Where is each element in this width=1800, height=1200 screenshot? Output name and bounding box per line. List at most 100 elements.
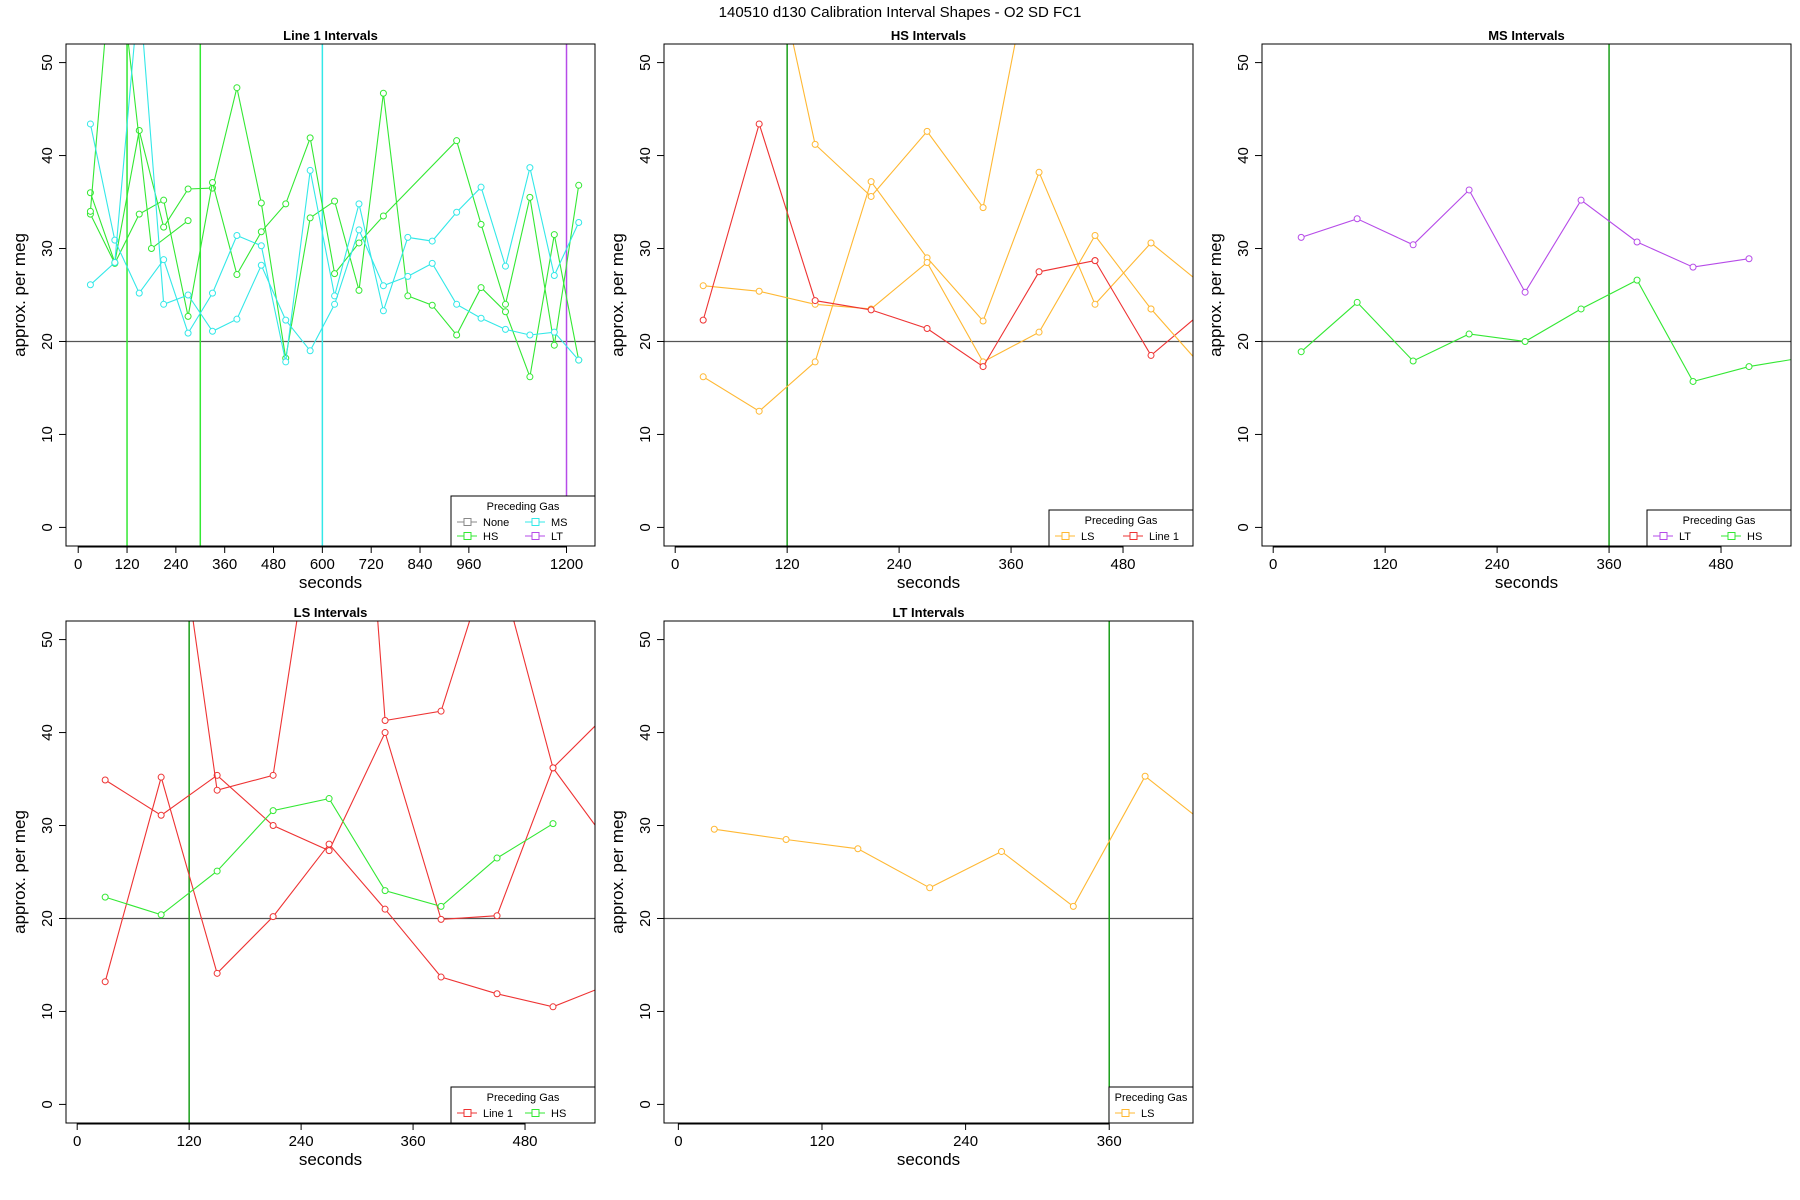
legend: Preceding Gas LS Line 1 (1048, 509, 1194, 547)
data-point (549, 820, 557, 828)
y-tick-label: 0 (637, 523, 654, 531)
data-point (575, 181, 583, 189)
legend-swatch-marker (531, 518, 540, 526)
data-point (1689, 377, 1697, 385)
data-point (755, 407, 763, 415)
data-point (184, 291, 192, 299)
legend: Preceding Gas Line 1 HS (450, 1086, 596, 1124)
data-point (101, 978, 109, 986)
legend-title: Preceding Gas (1085, 515, 1158, 527)
legend-title: Preceding Gas (1115, 1092, 1188, 1104)
x-tick-label: 120 (809, 1133, 834, 1150)
x-tick-label: 720 (359, 556, 384, 573)
data-point (355, 226, 363, 234)
data-point (381, 905, 389, 913)
y-tick-label: 10 (39, 1003, 56, 1020)
x-axis-label: seconds (897, 1150, 960, 1169)
data-point (437, 902, 445, 910)
data-point (1745, 363, 1753, 371)
y-tick-label: 40 (637, 724, 654, 741)
data-point (269, 822, 277, 830)
y-tick-label: 50 (39, 54, 56, 71)
x-tick-label: 360 (401, 1133, 426, 1150)
data-point (1035, 168, 1043, 176)
y-tick-label: 20 (39, 333, 56, 350)
data-point (699, 373, 707, 381)
data-point (157, 773, 165, 781)
data-point (282, 200, 290, 208)
data-point (157, 911, 165, 919)
data-point (428, 259, 436, 267)
x-tick-label: 120 (115, 556, 140, 573)
data-point (453, 331, 461, 339)
series-line (702, 121, 1096, 368)
data-point (428, 301, 436, 309)
data-point (325, 847, 333, 855)
plot-area (66, 44, 595, 546)
legend-swatch-marker (531, 1109, 540, 1117)
legend-entry: Line 1 (1149, 531, 1179, 543)
series-line (1150, 242, 1193, 278)
data-point (1147, 239, 1155, 247)
data-point (160, 256, 168, 264)
data-point (306, 134, 314, 142)
data-point (923, 258, 931, 266)
x-tick-label: 0 (671, 556, 679, 573)
y-tick-label: 40 (39, 147, 56, 164)
plot-frame (65, 620, 596, 1124)
x-tick-label: 240 (289, 1133, 314, 1150)
data-point (404, 272, 412, 280)
data-point (1141, 772, 1149, 780)
data-point (1633, 238, 1641, 246)
series-line (792, 44, 1016, 209)
legend: Preceding Gas None MS HS LT (450, 495, 596, 547)
data-point (926, 884, 934, 892)
data-point (379, 307, 387, 315)
data-point (1409, 357, 1417, 365)
data-point (923, 324, 931, 332)
y-tick-label: 30 (1235, 240, 1252, 257)
data-point (233, 232, 241, 240)
data-point (526, 331, 534, 339)
y-tick-label: 10 (637, 426, 654, 443)
x-tick-label: 240 (953, 1133, 978, 1150)
panel-2: HS Intervals 0 120 240 360 480 seconds 0 10 20 30 4… (608, 28, 1194, 592)
plot-area (664, 44, 1193, 546)
data-point (282, 358, 290, 366)
legend-title: Preceding Gas (487, 1092, 560, 1104)
data-point (477, 284, 485, 292)
x-tick-label: 120 (177, 1133, 202, 1150)
legend-entry: LS (1081, 531, 1094, 543)
legend-entry: LT (551, 531, 563, 543)
data-point (1147, 351, 1155, 359)
data-point (135, 210, 143, 218)
series-line (702, 170, 1152, 412)
data-point (1035, 268, 1043, 276)
data-point (811, 358, 819, 366)
legend-entry: HS (483, 531, 498, 543)
data-point (233, 84, 241, 92)
data-point (1069, 902, 1077, 910)
plot-area (1262, 44, 1791, 546)
panels: Line 1 Intervals 0 120 240 360 480 600 720 840 96… (10, 28, 1792, 1169)
data-point (811, 140, 819, 148)
y-tick-label: 50 (637, 54, 654, 71)
legend-entry: HS (1747, 531, 1762, 543)
x-tick-label: 240 (1485, 556, 1510, 573)
data-point (549, 764, 557, 772)
legend-swatch-marker (1061, 532, 1070, 540)
data-point (111, 258, 119, 266)
data-point (699, 282, 707, 290)
data-point (160, 223, 168, 231)
y-tick-label: 30 (637, 240, 654, 257)
x-tick-label: 0 (73, 1133, 81, 1150)
data-point (453, 137, 461, 145)
y-axis-label: approx. per meg (10, 233, 29, 357)
data-point (1465, 186, 1473, 194)
panel-title: HS Intervals (891, 28, 966, 43)
data-point (325, 795, 333, 803)
y-tick-label: 50 (637, 631, 654, 648)
legend-title: Preceding Gas (487, 501, 560, 513)
panel-title: LT Intervals (892, 605, 964, 620)
